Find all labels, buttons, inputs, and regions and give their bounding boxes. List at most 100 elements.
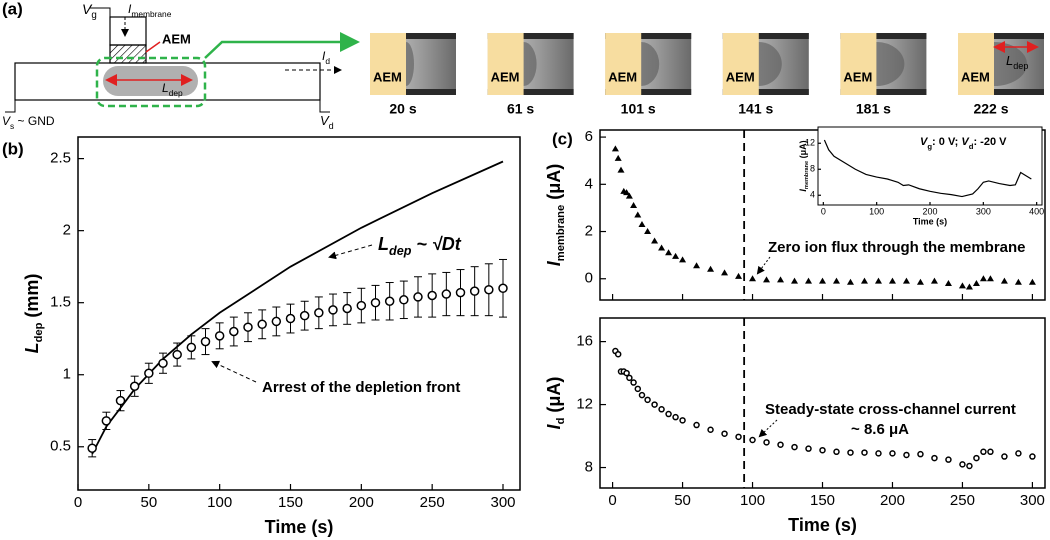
y-tick-label: 4	[585, 175, 593, 192]
data-point	[186, 342, 197, 353]
label-part: (μA)	[544, 164, 564, 205]
data-point	[257, 319, 267, 330]
data-point	[1001, 453, 1008, 460]
aem-block	[487, 33, 524, 95]
data-point	[679, 417, 686, 424]
x-tick-label: 100	[869, 206, 884, 216]
data-point	[805, 445, 812, 452]
data-point	[172, 349, 182, 360]
label-part: I	[544, 260, 564, 266]
x-tick-label: 150	[278, 494, 303, 511]
aem-block	[840, 33, 877, 95]
data-point	[846, 278, 854, 285]
y-tick-label: 12	[805, 138, 815, 148]
y-axis-label: Id (μA)	[544, 377, 567, 430]
label-part: L	[378, 234, 389, 254]
x-tick-label: 0	[74, 494, 82, 511]
data-point	[630, 379, 637, 386]
y-tick-label: 0.5	[50, 438, 71, 455]
data-point	[342, 303, 352, 314]
data-point	[860, 277, 868, 284]
x-tick-label: 250	[420, 494, 445, 511]
subscript: membrane	[555, 205, 567, 261]
label-part: : -20 V	[973, 136, 1007, 148]
frame-channel-edge	[840, 33, 927, 39]
frame-channel-edge	[370, 33, 456, 39]
data-point	[611, 145, 619, 152]
annotation: ~ 8.6 μA	[851, 421, 909, 438]
data-point	[861, 449, 868, 456]
aem-block	[958, 33, 994, 95]
data-point	[634, 385, 642, 393]
frame-length-label: Ldep	[1006, 53, 1028, 71]
source-label: Vs ~ GND	[2, 114, 55, 131]
subscript: membrane	[131, 9, 171, 19]
data-point	[973, 454, 980, 462]
y-tick-label: 2.5	[50, 150, 71, 167]
annotation-arrow	[211, 360, 257, 383]
data-point	[498, 283, 508, 294]
subscript: membrane	[804, 161, 810, 189]
data-point	[832, 277, 840, 284]
label-part: : 0 V;	[932, 136, 961, 148]
frame-channel-edge	[958, 89, 1044, 95]
label-part: V	[2, 114, 11, 128]
data-point	[455, 287, 466, 298]
data-point	[617, 166, 625, 173]
x-tick-label: 300	[490, 494, 515, 511]
frame-time: 61 s	[507, 101, 534, 117]
x-axis-label: Time (s)	[265, 517, 334, 537]
label-part: ~ GND	[14, 114, 55, 128]
data-point	[874, 277, 882, 284]
x-tick-label: 300	[976, 206, 991, 216]
schematic	[5, 7, 360, 113]
membrane	[109, 44, 147, 64]
data-point	[791, 443, 798, 451]
label-part: V	[920, 136, 929, 148]
x-tick-label: 200	[349, 494, 374, 511]
data-point	[370, 297, 381, 308]
data-point	[1028, 278, 1036, 285]
x-tick-label: 100	[740, 492, 765, 509]
subscript: dep	[33, 322, 45, 342]
x-tick-label: 50	[674, 492, 691, 509]
data-point	[679, 256, 687, 263]
data-point	[1029, 453, 1036, 460]
aem-label: AEM	[162, 31, 191, 46]
data-point	[749, 275, 757, 282]
frame-aem-label: AEM	[491, 69, 520, 84]
data-point	[931, 454, 938, 462]
frame-channel-edge	[605, 33, 692, 39]
data-point	[243, 322, 253, 332]
frame-channel-edge	[487, 89, 574, 95]
data-point	[763, 439, 770, 446]
x-tick-label: 200	[922, 206, 937, 216]
plot-frame	[599, 317, 1046, 489]
channel	[14, 62, 321, 101]
data-point	[413, 292, 423, 302]
data-point	[285, 313, 296, 324]
membrane-current-label: Imembrane	[128, 2, 172, 19]
data-point	[735, 433, 742, 441]
frame-channel-edge	[487, 33, 574, 39]
data-point	[777, 441, 784, 448]
data-point	[87, 443, 97, 453]
panel-label: (c)	[552, 129, 573, 148]
data-point	[484, 284, 494, 295]
y-tick-label: 2	[585, 222, 593, 239]
data-point	[966, 462, 973, 470]
frame-time: 141 s	[738, 101, 773, 117]
label-part: ~ √Dt	[411, 234, 461, 254]
data-point	[721, 430, 728, 437]
data-point	[888, 277, 896, 284]
panel-label: (b)	[2, 139, 24, 158]
y-tick-label: 2	[63, 222, 71, 239]
frame-channel-edge	[370, 89, 456, 95]
data-point	[707, 265, 715, 272]
x-tick-label: 200	[880, 492, 905, 509]
x-tick-label: 250	[950, 492, 975, 509]
data-point	[707, 426, 714, 434]
data-point	[672, 252, 680, 259]
label-part: V	[961, 136, 970, 148]
